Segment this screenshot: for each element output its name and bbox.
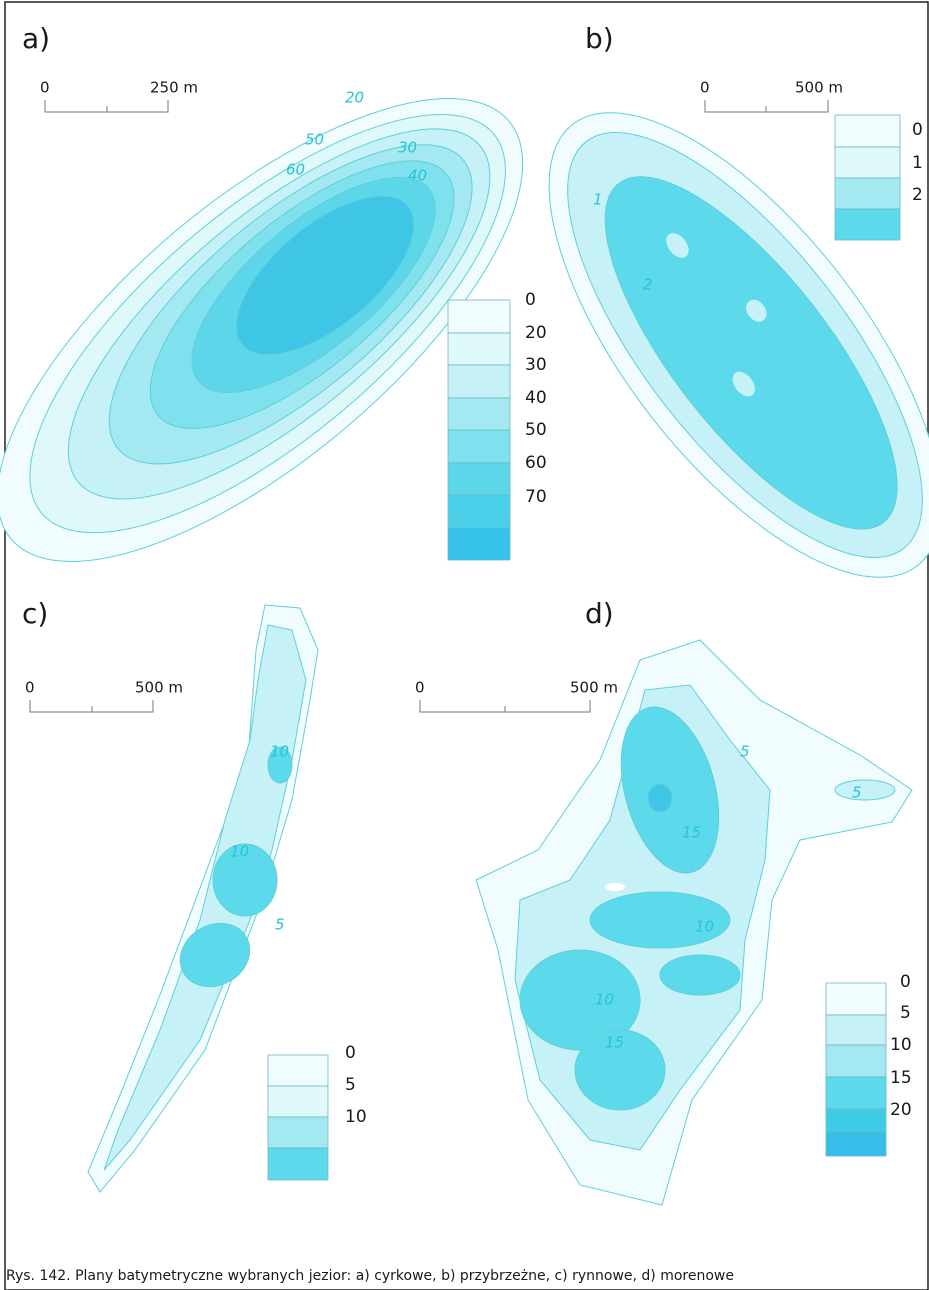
lake-a (0, 98, 524, 562)
scale-end: 500 m (795, 79, 843, 97)
legend-value: 70 (525, 487, 547, 507)
panel-label: a) (22, 22, 50, 55)
legend-value: 60 (525, 453, 547, 473)
contour-label: 40 (408, 167, 427, 185)
contour-label: 60 (286, 161, 305, 179)
scale-end: 500 m (570, 679, 618, 697)
contour-label: 20 (345, 89, 364, 107)
scale-end: 500 m (135, 679, 183, 697)
legend-value: 0 (912, 120, 923, 140)
contour-label: 10 (270, 743, 289, 761)
legend-value: 30 (525, 355, 547, 375)
scale-start: 0 (25, 679, 35, 697)
scale-bar (44, 100, 169, 113)
panel-label: c) (22, 597, 48, 630)
lake-b (548, 112, 929, 578)
legend-value: 20 (525, 323, 547, 343)
legend-value: 2 (912, 185, 923, 205)
contour-label: 5 (852, 784, 862, 802)
contour-label: 30 (398, 139, 417, 157)
panel-label: d) (585, 597, 614, 630)
legend-d (825, 982, 887, 1157)
legend-value: 40 (525, 388, 547, 408)
contour-label: 2 (643, 276, 653, 294)
scale-start: 0 (40, 79, 50, 97)
contour-label: 10 (595, 991, 614, 1009)
legend-c (267, 1054, 329, 1181)
contour-label: 5 (275, 916, 285, 934)
lake-d (475, 639, 913, 1206)
contour-label: 1 (593, 191, 603, 209)
panel-label: b) (585, 22, 614, 55)
legend-value: 0 (525, 290, 536, 310)
contour-label: 5 (740, 743, 750, 761)
scale-bar (419, 700, 591, 713)
scale-start: 0 (415, 679, 425, 697)
contour-label: 15 (682, 824, 701, 842)
legend-value: 5 (900, 1003, 911, 1023)
legend-value: 15 (890, 1068, 912, 1088)
legend-value: 50 (525, 420, 547, 440)
caption: Rys. 142. Plany batymetryczne wybranych … (6, 1268, 734, 1284)
scale-bar (704, 100, 829, 113)
legend-value: 5 (345, 1075, 356, 1095)
scale-start: 0 (700, 79, 710, 97)
legend-b (834, 114, 901, 241)
legend-value: 1 (912, 153, 923, 173)
legend-value: 0 (345, 1043, 356, 1063)
scale-bar (29, 700, 154, 713)
contour-label: 10 (230, 843, 249, 861)
legend-a (447, 299, 511, 561)
scale-end: 250 m (150, 79, 198, 97)
legend-value: 0 (900, 972, 911, 992)
legend-value: 20 (890, 1100, 912, 1120)
contour-label: 15 (605, 1034, 624, 1052)
contour-label: 50 (305, 131, 324, 149)
lake-c (87, 604, 319, 1193)
legend-value: 10 (345, 1107, 367, 1127)
contour-label: 10 (695, 918, 714, 936)
legend-value: 10 (890, 1035, 912, 1055)
